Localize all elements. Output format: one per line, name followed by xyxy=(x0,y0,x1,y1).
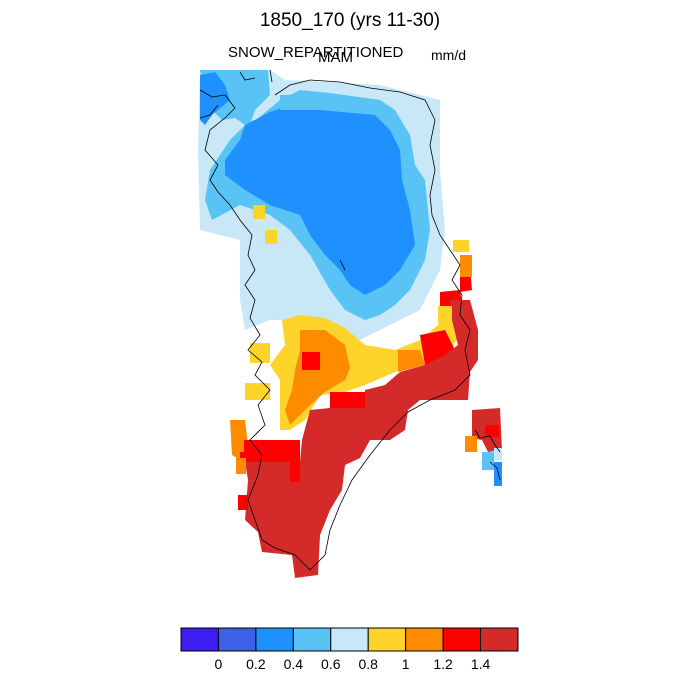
colorbar-label: 0.8 xyxy=(358,656,378,672)
cell-blue-island xyxy=(494,462,502,486)
colorbar-swatch-2 xyxy=(255,627,294,652)
cell-lightblue-island xyxy=(482,452,494,470)
region-darkred xyxy=(245,300,478,578)
colorbar-label: 1 xyxy=(401,656,410,672)
coastline-north xyxy=(199,69,346,271)
colorbar-swatch-8 xyxy=(480,627,519,652)
cell-red-island xyxy=(485,425,499,437)
cell-red-sw2 xyxy=(238,495,248,510)
cell-paleblue-island xyxy=(494,448,502,460)
variable-name: SNOW_REPARTITIONED xyxy=(228,44,404,61)
colorbar-label: 0.2 xyxy=(246,656,266,672)
cell-yellow-nw xyxy=(253,205,265,219)
colorbar-label: 0 xyxy=(214,656,223,672)
units-label: mm/d xyxy=(431,47,466,63)
region-orange xyxy=(230,330,425,460)
colorbar-label: 0.6 xyxy=(321,656,341,672)
colorbar-label: 0.4 xyxy=(283,656,304,672)
coastline-island xyxy=(474,429,501,481)
cell-orange-east1 xyxy=(460,255,472,277)
cell-orange-sw2 xyxy=(236,458,246,474)
cell-yellow-west2 xyxy=(245,383,270,400)
colorbar-label: 1.4 xyxy=(470,656,491,672)
colorbar-swatch-0 xyxy=(180,627,219,652)
cell-yellow-east2 xyxy=(438,306,452,322)
colorbar-swatch-7 xyxy=(442,627,482,652)
colorbar-swatch-5 xyxy=(367,627,407,652)
region-blue xyxy=(200,72,415,295)
cell-yellow-east1 xyxy=(453,240,469,252)
coastline xyxy=(199,79,471,571)
region-red xyxy=(240,268,472,465)
cell-yellow-west1 xyxy=(250,343,270,363)
cell-paleblue-north xyxy=(280,95,320,110)
colorbar-swatch-3 xyxy=(292,627,332,652)
cell-yellow-w xyxy=(265,230,277,244)
colorbar-swatch-4 xyxy=(330,627,369,652)
cell-orange-sw xyxy=(232,440,244,452)
colorbar-swatch-6 xyxy=(405,627,444,652)
cell-orange-island xyxy=(465,436,477,452)
season-label: MAM xyxy=(318,49,353,66)
colorbar-label: 1.2 xyxy=(433,656,453,672)
colorbar-swatch-1 xyxy=(217,627,257,652)
cell-red-sw xyxy=(290,462,300,482)
map-title: 1850_170 (yrs 11-30) xyxy=(259,10,441,31)
